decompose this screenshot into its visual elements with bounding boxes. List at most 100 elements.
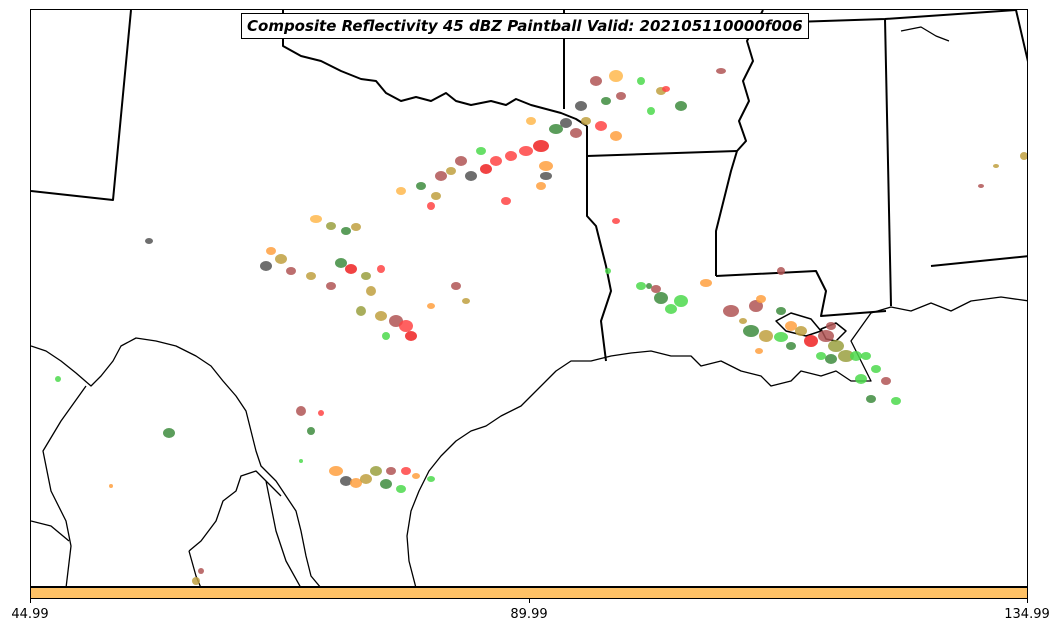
- storm-cell-39: [351, 223, 361, 231]
- storm-cell-77: [674, 295, 688, 307]
- colorbar-tick-mid: [529, 599, 530, 603]
- gulf-coastline: [406, 296, 1027, 586]
- state-border-ms-al: [884, 18, 892, 307]
- storm-cell-108: [993, 164, 999, 168]
- storm-cell-50: [366, 286, 376, 296]
- storm-cell-7: [616, 92, 626, 100]
- storm-cell-87: [785, 321, 797, 331]
- storm-cell-61: [318, 410, 324, 416]
- storm-cell-97: [871, 365, 881, 373]
- reflectivity-map: [31, 10, 1027, 586]
- storm-cell-28: [435, 171, 447, 181]
- storm-cell-54: [399, 320, 413, 332]
- storm-cell-100: [891, 397, 901, 405]
- storm-cell-74: [427, 476, 435, 482]
- storm-cell-82: [723, 305, 739, 317]
- mexico-state-border-2: [31, 520, 70, 542]
- storm-cell-91: [828, 340, 844, 352]
- storm-cell-67: [350, 478, 362, 488]
- storm-cell-46: [335, 258, 347, 268]
- colorbar-tick-min: [30, 599, 31, 603]
- storm-cell-107: [1020, 152, 1027, 160]
- storm-cell-68: [360, 474, 372, 484]
- colorbar-label-mid: 89.99: [510, 607, 548, 622]
- storm-cell-93: [825, 354, 837, 364]
- storm-cell-41: [275, 254, 287, 264]
- storm-cell-16: [505, 151, 517, 161]
- storm-cell-10: [581, 117, 591, 125]
- storm-cell-88: [795, 326, 807, 336]
- storm-cell-65: [329, 466, 343, 476]
- storm-cell-70: [380, 479, 392, 489]
- state-border-ar-ok: [586, 150, 738, 157]
- storm-cell-49: [377, 265, 385, 273]
- storm-cell-30: [416, 182, 426, 190]
- state-border-al-ga: [1015, 10, 1027, 62]
- storm-cell-22: [490, 156, 502, 166]
- storm-cell-29: [431, 192, 441, 200]
- storm-cell-115: [612, 218, 620, 224]
- colorbar-label-max: 134.99: [1004, 607, 1050, 622]
- storm-cell-56: [382, 332, 390, 340]
- storm-cell-94: [816, 352, 826, 360]
- storm-cell-99: [881, 377, 891, 385]
- storm-cell-86: [749, 300, 763, 312]
- storm-cell-110: [55, 376, 61, 382]
- storm-cell-24: [465, 171, 477, 181]
- storm-cell-48: [361, 272, 371, 280]
- storm-cell-52: [375, 311, 387, 321]
- la-lake-pontchartrain: [775, 312, 822, 337]
- storm-cell-81: [651, 285, 661, 293]
- storm-cell-73: [412, 473, 420, 479]
- storm-cell-84: [759, 330, 773, 342]
- storm-cell-14: [533, 140, 549, 152]
- storm-cell-71: [396, 485, 406, 493]
- colorbar: [30, 587, 1028, 599]
- storm-cell-92: [838, 350, 854, 362]
- storm-cell-3: [601, 97, 611, 105]
- storm-cell-26: [446, 167, 456, 175]
- storm-cell-72: [401, 467, 411, 475]
- colorbar-label-min: 44.99: [11, 607, 49, 622]
- storm-cell-33: [501, 197, 511, 205]
- mexico-state-border-5: [188, 550, 201, 586]
- storm-cell-11: [716, 68, 726, 74]
- storm-cell-25: [455, 156, 467, 166]
- storm-cell-66: [340, 476, 352, 486]
- storm-cell-12: [647, 107, 655, 115]
- storm-cell-75: [386, 467, 396, 475]
- storm-cell-116: [605, 268, 611, 274]
- storm-cell-2: [575, 101, 587, 111]
- storm-cell-106: [786, 342, 796, 350]
- storm-cell-9: [610, 131, 622, 141]
- storm-cell-103: [739, 318, 747, 324]
- storm-cell-101: [866, 395, 876, 403]
- storm-cell-62: [307, 427, 315, 435]
- storm-cell-58: [462, 298, 470, 304]
- storm-cell-118: [777, 267, 785, 275]
- storm-cell-78: [665, 304, 677, 314]
- storm-cell-1: [590, 76, 602, 86]
- storm-cell-55: [405, 331, 417, 341]
- storm-cell-38: [341, 227, 351, 235]
- storm-cell-102: [776, 307, 786, 315]
- state-border-la-ms-river: [715, 150, 738, 276]
- storm-cell-44: [306, 272, 316, 280]
- storm-cell-19: [560, 118, 572, 128]
- mexico-state-border-3: [188, 470, 282, 552]
- storm-cell-17: [539, 161, 553, 171]
- storm-cell-119: [756, 295, 766, 303]
- storm-cell-95: [850, 351, 862, 361]
- storm-cell-4: [637, 77, 645, 85]
- mexico-state-border-4: [265, 480, 301, 586]
- storm-cell-76: [654, 292, 668, 304]
- state-border-al-fl: [930, 255, 1027, 267]
- storm-cell-114: [299, 459, 303, 463]
- storm-cell-113: [198, 568, 204, 574]
- storm-cell-104: [755, 348, 763, 354]
- storm-cell-43: [266, 247, 276, 255]
- storm-cell-117: [646, 283, 652, 289]
- storm-cell-42: [286, 267, 296, 275]
- storm-cell-0: [609, 70, 623, 82]
- storm-cell-63: [163, 428, 175, 438]
